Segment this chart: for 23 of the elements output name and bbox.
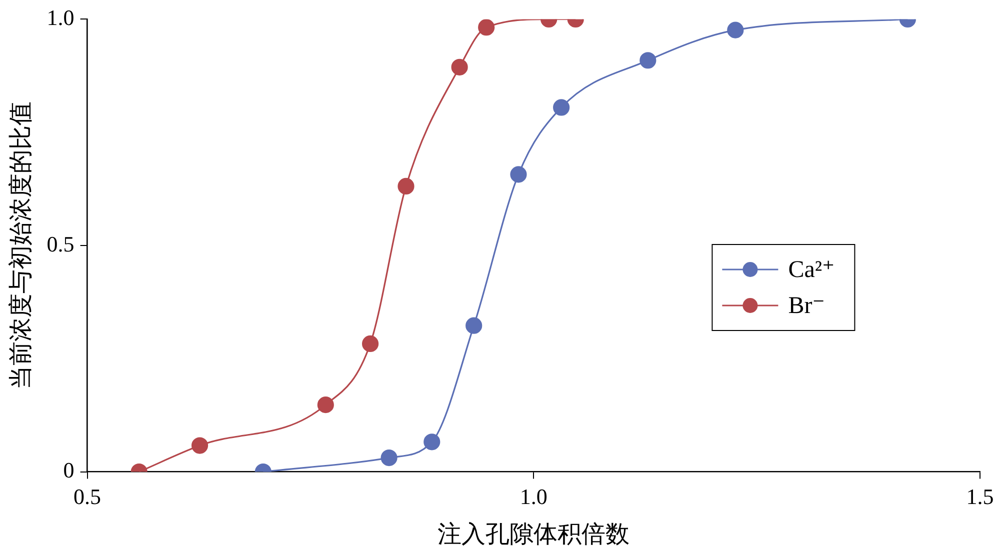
point bbox=[553, 99, 570, 116]
x-tick-label: 0.5 bbox=[74, 484, 102, 509]
y-tick-label: 0.5 bbox=[46, 231, 74, 256]
y-tick-label: 1.0 bbox=[46, 4, 74, 30]
legend-label: Br⁻ bbox=[788, 292, 825, 319]
point bbox=[727, 22, 744, 38]
point bbox=[380, 449, 398, 466]
y-tick-label: 0 bbox=[63, 458, 74, 483]
point bbox=[466, 317, 482, 334]
point bbox=[510, 166, 527, 183]
x-axis-title: 注入孔隙体积倍数 bbox=[438, 520, 630, 548]
point bbox=[362, 335, 379, 352]
point bbox=[424, 434, 440, 450]
point bbox=[478, 19, 495, 36]
point bbox=[451, 58, 468, 76]
y-axis-title: 当前浓度与初始浓度的比值 bbox=[8, 102, 35, 390]
x-tick-label: 1.0 bbox=[520, 484, 548, 509]
legend-label: Ca²⁺ bbox=[788, 256, 835, 283]
point bbox=[398, 178, 414, 195]
point bbox=[191, 437, 208, 454]
point bbox=[640, 52, 656, 69]
x-tick-label: 1.5 bbox=[966, 484, 994, 509]
point bbox=[317, 396, 334, 414]
